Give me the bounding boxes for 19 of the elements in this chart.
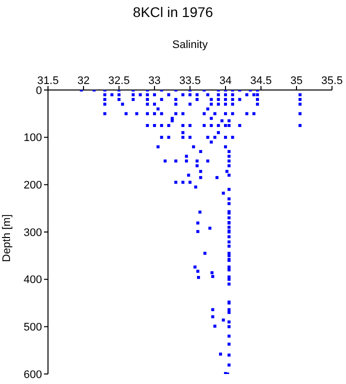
x-tick-label: 35	[290, 75, 303, 87]
y-axis-title: Depth [m]	[0, 214, 13, 262]
x-tick-label: 32.5	[108, 75, 130, 87]
x-tick-label: 31.5	[37, 75, 59, 87]
chart-title: 8KCl in 1976	[132, 4, 214, 20]
y-tick-label: 300	[24, 226, 42, 239]
y-tick-label: 600	[24, 368, 42, 381]
x-tick-label: 34.5	[250, 75, 272, 87]
x-tick-label: 34	[219, 75, 232, 87]
x-tick-label: 33.5	[179, 75, 201, 87]
y-tick-label: 100	[24, 132, 42, 144]
x-tick-label: 32	[77, 75, 90, 87]
x-axis-title: Salinity	[172, 38, 208, 51]
x-tick-label: 35.5	[321, 75, 343, 87]
y-tick-label: 400	[24, 274, 42, 286]
y-tick-label: 200	[24, 180, 42, 192]
y-tick-label: 500	[24, 322, 42, 334]
x-tick-label: 33	[148, 75, 161, 87]
y-tick-label: 0	[36, 84, 42, 97]
